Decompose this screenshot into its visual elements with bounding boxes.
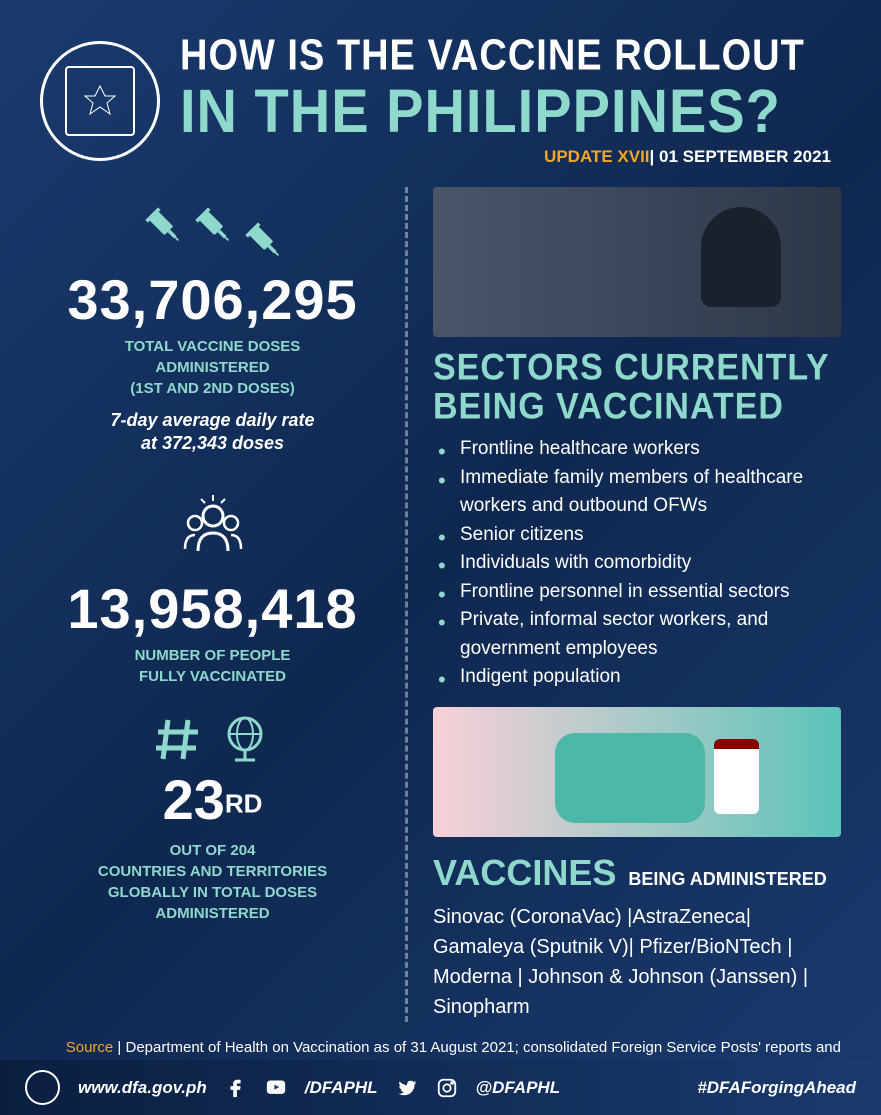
syringe-icon <box>190 202 235 247</box>
list-item: Frontline personnel in essential sectors <box>438 578 841 607</box>
title-block: HOW IS THE VACCINE ROLLOUT IN THE PHILIP… <box>180 35 841 167</box>
update-date: 01 SEPTEMBER 2021 <box>659 147 831 166</box>
title-line-2: IN THE PHILIPPINES? <box>180 75 841 147</box>
header: HOW IS THE VACCINE ROLLOUT IN THE PHILIP… <box>0 0 881 177</box>
vaccines-photo <box>433 707 841 837</box>
list-item: Indigent population <box>438 663 841 692</box>
total-doses-number: 33,706,295 <box>40 272 385 328</box>
fully-vaccinated-label: NUMBER OF PEOPLE FULLY VACCINATED <box>40 645 385 687</box>
stat-total-doses: 33,706,295 TOTAL VACCINE DOSES ADMINISTE… <box>40 202 385 456</box>
rank-ordinal: RD <box>225 788 263 818</box>
rank-icon-row <box>40 712 385 767</box>
instagram-icon[interactable] <box>436 1077 458 1099</box>
youtube-icon[interactable] <box>265 1077 287 1099</box>
fully-vaccinated-number: 13,958,418 <box>40 581 385 637</box>
vaccines-title: VACCINES BEING ADMINISTERED <box>433 852 841 894</box>
syringe-icon <box>240 217 285 262</box>
syringe-icon-row <box>40 202 385 262</box>
syringe-icon <box>140 202 185 247</box>
dfa-seal-icon <box>40 41 160 161</box>
rank-label: OUT OF 204 COUNTRIES AND TERRITORIES GLO… <box>40 840 385 924</box>
vaccines-title-big: VACCINES <box>433 852 616 894</box>
sectors-list: Frontline healthcare workers Immediate f… <box>433 435 841 692</box>
stat-global-rank: 23RD OUT OF 204 COUNTRIES AND TERRITORIE… <box>40 712 385 924</box>
rank-number-row: 23RD <box>40 767 385 832</box>
hash-icon <box>153 712 208 767</box>
footer-seal-icon <box>25 1070 60 1105</box>
rank-value: 23 <box>163 768 225 831</box>
vaccines-list: Sinovac (CoronaVac) |AstraZeneca| Gamale… <box>433 902 841 1022</box>
update-divider: | <box>650 147 655 166</box>
list-item: Immediate family members of healthcare w… <box>438 464 841 521</box>
update-line: UPDATE XVII| 01 SEPTEMBER 2021 <box>180 147 841 167</box>
right-column: SECTORS CURRENTLY BEING VACCINATED Front… <box>405 187 841 1022</box>
footer-hashtag[interactable]: #DFAForgingAhead <box>697 1078 856 1098</box>
list-item: Individuals with comorbidity <box>438 549 841 578</box>
vaccines-title-small: BEING ADMINISTERED <box>628 869 826 890</box>
footer-handle-2[interactable]: @DFAPHL <box>476 1078 561 1098</box>
list-item: Private, informal sector workers, and go… <box>438 606 841 663</box>
facebook-icon[interactable] <box>225 1077 247 1099</box>
source-label: Source <box>66 1039 114 1056</box>
total-doses-label: TOTAL VACCINE DOSES ADMINISTERED (1ST AN… <box>40 336 385 399</box>
footer-website[interactable]: www.dfa.gov.ph <box>78 1078 207 1098</box>
left-column: 33,706,295 TOTAL VACCINE DOSES ADMINISTE… <box>40 187 405 1022</box>
source-divider: | <box>113 1039 125 1056</box>
content-area: 33,706,295 TOTAL VACCINE DOSES ADMINISTE… <box>0 177 881 1022</box>
update-number: UPDATE XVII <box>544 147 649 166</box>
globe-icon <box>218 712 273 767</box>
stat-fully-vaccinated: 13,958,418 NUMBER OF PEOPLE FULLY VACCIN… <box>40 481 385 687</box>
footer-bar: www.dfa.gov.ph /DFAPHL @DFAPHL #DFAForgi… <box>0 1060 881 1115</box>
list-item: Frontline healthcare workers <box>438 435 841 464</box>
sectors-photo <box>433 187 841 337</box>
footer-handle-1[interactable]: /DFAPHL <box>305 1078 378 1098</box>
list-item: Senior citizens <box>438 521 841 550</box>
people-icon <box>173 491 253 571</box>
sectors-title: SECTORS CURRENTLY BEING VACCINATED <box>433 349 841 426</box>
daily-rate: 7-day average daily rate at 372,343 dose… <box>40 409 385 456</box>
twitter-icon[interactable] <box>396 1077 418 1099</box>
